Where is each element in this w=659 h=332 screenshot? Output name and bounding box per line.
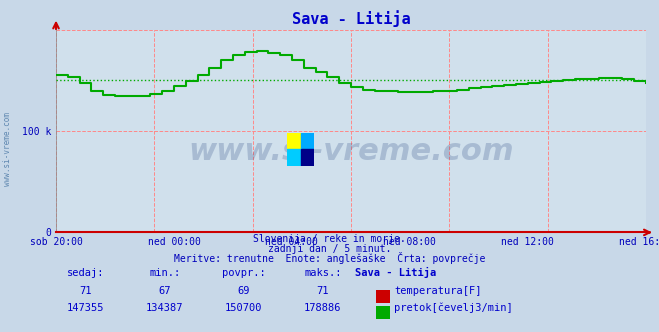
Text: Meritve: trenutne  Enote: anglešaške  Črta: povprečje: Meritve: trenutne Enote: anglešaške Črta… xyxy=(174,252,485,264)
Bar xyxy=(287,149,301,166)
Text: povpr.:: povpr.: xyxy=(222,268,266,278)
Text: Sava - Litija: Sava - Litija xyxy=(355,267,436,278)
Bar xyxy=(287,133,301,149)
Bar xyxy=(301,133,314,149)
Text: zadnji dan / 5 minut.: zadnji dan / 5 minut. xyxy=(268,244,391,254)
Text: min.:: min.: xyxy=(149,268,181,278)
Text: 134387: 134387 xyxy=(146,303,183,313)
Text: 69: 69 xyxy=(238,287,250,296)
Text: maks.:: maks.: xyxy=(304,268,341,278)
Text: 71: 71 xyxy=(80,287,92,296)
Text: temperatura[F]: temperatura[F] xyxy=(394,287,482,296)
Text: www.si-vreme.com: www.si-vreme.com xyxy=(3,113,13,186)
Text: sedaj:: sedaj: xyxy=(67,268,104,278)
Text: 150700: 150700 xyxy=(225,303,262,313)
Text: 178886: 178886 xyxy=(304,303,341,313)
Text: 147355: 147355 xyxy=(67,303,104,313)
Title: Sava - Litija: Sava - Litija xyxy=(291,11,411,27)
Text: pretok[čevelj3/min]: pretok[čevelj3/min] xyxy=(394,302,513,313)
Text: www.si-vreme.com: www.si-vreme.com xyxy=(188,137,514,166)
Bar xyxy=(301,149,314,166)
Text: 67: 67 xyxy=(159,287,171,296)
Text: Slovenija / reke in morje.: Slovenija / reke in morje. xyxy=(253,234,406,244)
Text: 71: 71 xyxy=(317,287,329,296)
